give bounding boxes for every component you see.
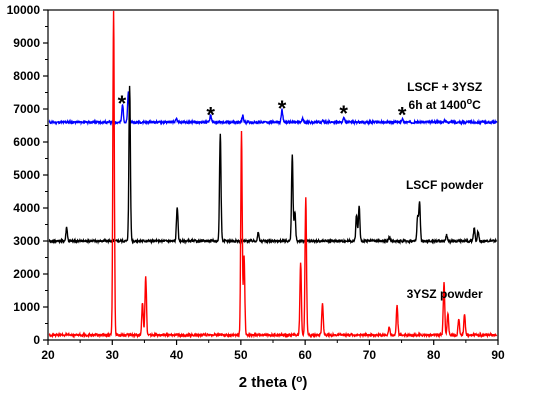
peak-asterisk: *	[278, 96, 287, 121]
x-tick-label: 80	[427, 348, 441, 362]
annotation-label: LSCF powder	[406, 178, 484, 192]
peak-asterisk: *	[398, 103, 407, 128]
y-tick-label: 0	[33, 333, 40, 347]
annotations: LSCF + 3YSZ 6h at 1400oC LSCF powder 3YSZ p…	[118, 80, 484, 301]
y-tick-label: 1000	[13, 300, 40, 314]
series-line	[48, 85, 498, 245]
y-tick-label: 8000	[13, 69, 40, 83]
x-axis-label: 2 theta (o)	[239, 374, 308, 392]
y-tick-label: 6000	[13, 135, 40, 149]
y-axis: 0 1000 2000 3000 4000 5000 6000 7000 8000 9000 100…	[7, 3, 48, 347]
x-tick-label: 90	[491, 348, 505, 362]
annotation-label: 3YSZ powder	[407, 287, 483, 301]
plot-series	[48, 10, 498, 339]
y-tick-label: 4000	[13, 201, 40, 215]
peak-asterisk: *	[206, 103, 215, 128]
x-tick-label: 30	[106, 348, 120, 362]
y-tick-label: 3000	[13, 234, 40, 248]
series-line	[48, 91, 498, 126]
annotation-label: 6h at 1400oC	[409, 96, 482, 112]
annotation-label: LSCF + 3YSZ	[407, 80, 482, 94]
x-tick-label: 60	[298, 348, 312, 362]
y-tick-label: 9000	[13, 36, 40, 50]
y-tick-label: 2000	[13, 267, 40, 281]
peak-asterisk: *	[339, 101, 348, 126]
series-line	[48, 10, 498, 339]
y-tick-label: 10000	[7, 3, 41, 17]
x-tick-label: 50	[234, 348, 248, 362]
y-tick-label: 7000	[13, 102, 40, 116]
x-tick-label: 20	[41, 348, 55, 362]
y-tick-label: 5000	[13, 168, 40, 182]
peak-asterisk: *	[118, 91, 127, 116]
x-axis: 20 30 40 50 60 70 80 90	[41, 340, 505, 362]
x-tick-label: 70	[363, 348, 377, 362]
x-tick-label: 40	[170, 348, 184, 362]
